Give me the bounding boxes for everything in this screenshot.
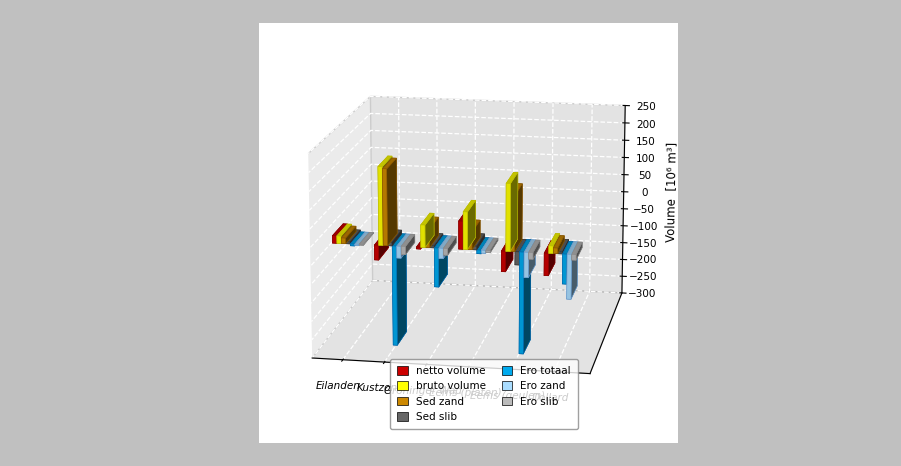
Legend: netto volume, bruto volume, Sed zand, Sed slib, Ero totaal, Ero zand, Ero slib: netto volume, bruto volume, Sed zand, Se… (390, 359, 578, 429)
